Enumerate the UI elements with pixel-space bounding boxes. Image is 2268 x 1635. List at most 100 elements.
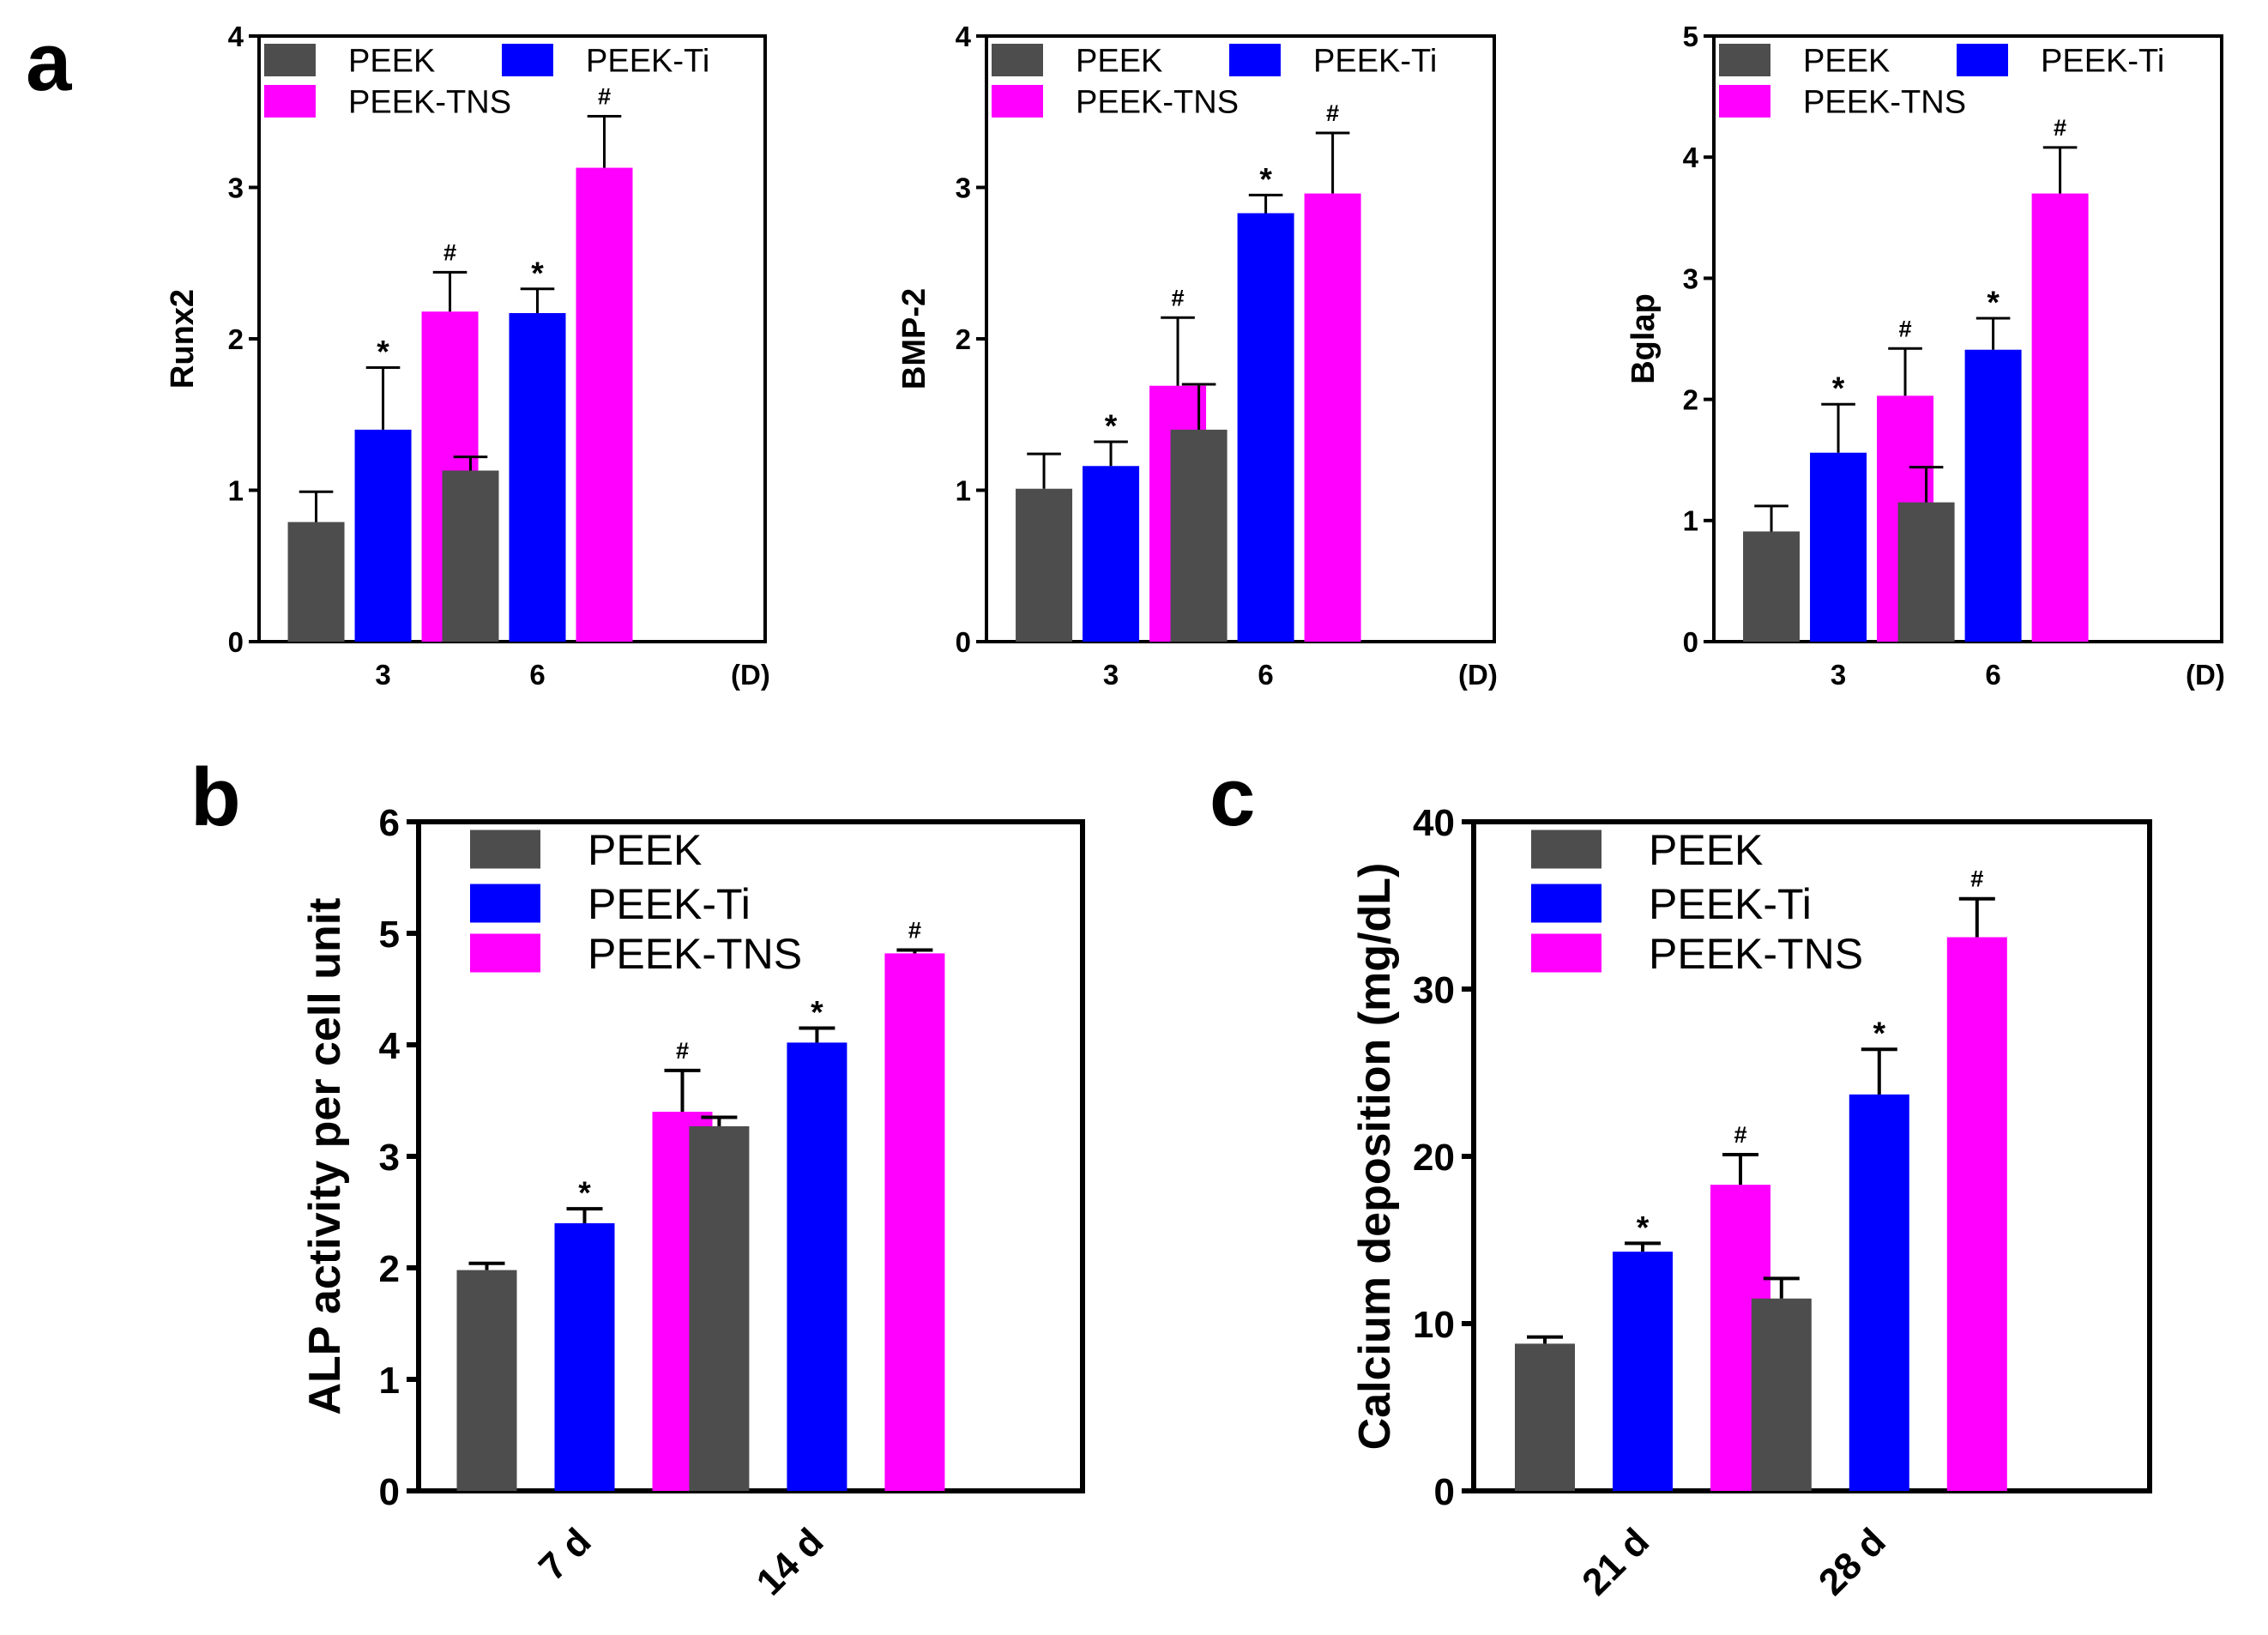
bar-peek-tns <box>1304 193 1361 642</box>
bar-peek-tns <box>1946 937 2007 1491</box>
legend-swatch <box>1531 884 1601 923</box>
legend-label: PEEK <box>1076 44 1162 80</box>
significance-mark: # <box>443 238 456 265</box>
legend-label: PEEK <box>348 44 435 80</box>
significance-mark: * <box>531 255 544 291</box>
legend-swatch <box>1531 933 1601 973</box>
bar-peek-ti <box>509 312 566 642</box>
y-tick-label: 2 <box>228 323 244 355</box>
y-tick-label: 20 <box>1413 1137 1455 1179</box>
x-tick-label: 21 d <box>1574 1520 1657 1603</box>
x-unit-label: (D) <box>1458 659 1498 691</box>
y-tick-label: 30 <box>1413 969 1455 1011</box>
significance-mark: * <box>1637 1209 1650 1245</box>
significance-mark: # <box>1734 1121 1746 1148</box>
bar-peek <box>442 470 499 642</box>
y-tick-label: 40 <box>1413 802 1455 844</box>
legend-swatch <box>502 44 553 76</box>
legend-label: PEEK-TNS <box>1649 930 1863 978</box>
x-tick-label: 6 <box>529 659 545 691</box>
significance-mark: * <box>811 994 823 1030</box>
y-axis-label: Runx2 <box>165 289 201 389</box>
legend-swatch <box>1957 44 2008 76</box>
x-unit-label: (D) <box>2186 659 2225 691</box>
legend-label: PEEK-Ti <box>586 44 709 80</box>
legend-swatch <box>1719 85 1770 118</box>
y-tick-label: 5 <box>1683 21 1698 52</box>
significance-mark: # <box>2054 114 2066 141</box>
y-tick-label: 4 <box>956 21 972 52</box>
bar-peek-tns <box>576 167 633 642</box>
legend-label: PEEK-TNS <box>1076 85 1239 121</box>
legend-label: PEEK-TNS <box>588 930 802 978</box>
x-tick-label: 3 <box>1103 659 1119 691</box>
bar-peek-tns <box>2031 193 2089 642</box>
x-tick-label: 6 <box>1985 659 2000 691</box>
x-tick-label: 7 d <box>531 1520 600 1589</box>
y-tick-label: 2 <box>1683 383 1698 415</box>
chart-a2: 0 1 2 3 4 BMP-2 * #3 * #6 (D) PEEK PEEK-Ti PEEK-TNS <box>896 21 1498 691</box>
bar-peek-ti <box>787 1042 847 1491</box>
bar-peek <box>456 1270 517 1491</box>
bar-peek-ti <box>1237 213 1294 642</box>
legend-label: PEEK-Ti <box>1313 44 1437 80</box>
legend-label: PEEK <box>588 826 702 874</box>
legend-swatch <box>264 85 316 118</box>
significance-mark: # <box>908 917 921 944</box>
y-axis-label: Calcium deposition (mg/dL) <box>1350 863 1400 1451</box>
legend-label: PEEK <box>1803 44 1890 80</box>
bar-peek <box>1515 1343 1575 1491</box>
panel-letter-b: b <box>190 751 241 843</box>
legend-swatch <box>1719 44 1770 76</box>
chart-b: 0 1 2 3 4 5 6 ALP activity per cell unit * #7 d * #… <box>300 802 1085 1603</box>
x-unit-label: (D) <box>731 659 770 691</box>
legend-swatch <box>470 933 540 973</box>
bar-peek <box>1897 502 1955 642</box>
panel-letter-c: c <box>1209 751 1255 843</box>
legend-swatch <box>992 44 1043 76</box>
significance-mark: * <box>1832 370 1845 406</box>
bar-peek-ti <box>554 1223 615 1491</box>
y-tick-label: 0 <box>956 626 971 658</box>
legend-label: PEEK <box>1649 826 1763 874</box>
significance-mark: * <box>1987 284 2000 320</box>
legend-label: PEEK-Ti <box>1649 880 1812 928</box>
x-tick-label: 14 d <box>749 1520 832 1603</box>
bar-peek-ti <box>354 429 412 642</box>
x-tick-label: 3 <box>1831 659 1846 691</box>
significance-mark: * <box>1873 1015 1886 1051</box>
y-tick-label: 4 <box>1683 142 1699 173</box>
legend-swatch <box>1531 830 1601 869</box>
y-tick-label: 1 <box>228 474 244 506</box>
significance-mark: * <box>1105 407 1118 443</box>
y-tick-label: 3 <box>379 1137 400 1179</box>
bar-peek-ti <box>1083 466 1140 642</box>
y-tick-label: 1 <box>956 474 971 506</box>
legend-swatch <box>1229 44 1281 76</box>
y-tick-label: 10 <box>1413 1304 1455 1346</box>
y-tick-label: 2 <box>379 1248 400 1290</box>
y-tick-label: 0 <box>228 626 244 658</box>
legend-swatch <box>992 85 1043 118</box>
bar-peek-ti <box>1613 1252 1673 1491</box>
significance-mark: # <box>1970 866 1983 892</box>
legend-label: PEEK-Ti <box>588 880 751 928</box>
significance-mark: # <box>1171 284 1184 311</box>
bar-peek <box>287 522 345 642</box>
y-tick-label: 0 <box>379 1471 400 1513</box>
legend-label: PEEK-TNS <box>1803 85 1966 121</box>
bar-peek <box>1016 488 1073 642</box>
significance-mark: * <box>1259 160 1272 196</box>
x-tick-label: 28 d <box>1811 1520 1894 1603</box>
legend-label: PEEK-TNS <box>348 85 511 121</box>
y-tick-label: 0 <box>1434 1471 1455 1513</box>
bar-peek <box>689 1125 750 1491</box>
significance-mark: # <box>676 1037 689 1064</box>
chart-a3: 0 1 2 3 4 5 Bglap * #3 * #6 (D) PEEK PEEK-Ti PEEK-TNS <box>1626 21 2225 691</box>
significance-mark: * <box>377 334 389 370</box>
legend-swatch <box>470 884 540 923</box>
bar-peek-ti <box>1964 349 2022 642</box>
y-tick-label: 5 <box>379 914 400 956</box>
significance-mark: * <box>578 1174 591 1210</box>
